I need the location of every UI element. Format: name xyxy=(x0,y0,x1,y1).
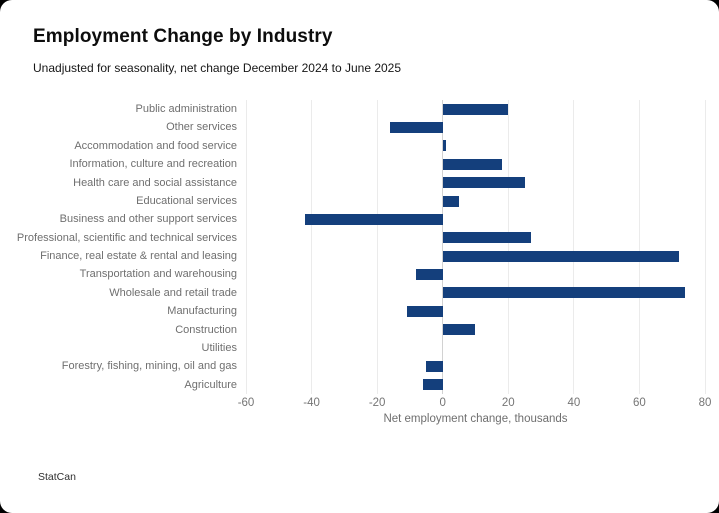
zero-gridline xyxy=(441,100,444,394)
bar-public-administration xyxy=(442,103,509,115)
bar-construction xyxy=(442,324,476,336)
chart-subtitle: Unadjusted for seasonality, net change D… xyxy=(33,61,402,75)
x-axis-tick-labels: -60 -40 -20 0 20 40 60 80 xyxy=(238,397,712,411)
x-tick-label: -20 xyxy=(368,397,386,409)
bar-educational-services xyxy=(442,195,460,207)
bar-professional-scientific-and-technical-services xyxy=(442,232,532,244)
gridline xyxy=(704,100,706,394)
gridline xyxy=(376,100,378,394)
bar-information-culture-and-recreation xyxy=(442,158,502,170)
gridline xyxy=(245,100,247,394)
category-label-professional-scientific-and-technical-services: Professional, scientific and technical s… xyxy=(16,231,237,244)
category-label-other-services: Other services xyxy=(166,121,237,134)
gridline xyxy=(638,100,640,394)
category-axis-labels: Public administration Other services Accom… xyxy=(8,100,237,394)
gridline xyxy=(311,100,313,394)
category-label-information-culture-and-recreation: Information, culture and recreation xyxy=(69,158,237,171)
category-label-transportation-and-warehousing: Transportation and warehousing xyxy=(79,268,237,281)
bar-finance-real-estate-rental-and-leasing xyxy=(442,250,679,262)
x-tick-label: -60 xyxy=(237,397,255,409)
x-tick-label: 20 xyxy=(501,397,515,409)
category-label-finance-real-estate-rental-and-leasing: Finance, real estate & rental and leasin… xyxy=(40,250,237,262)
x-tick-label: 60 xyxy=(633,397,646,409)
category-label-business-and-other-support-services: Business and other support services xyxy=(59,213,237,226)
x-tick-label: 40 xyxy=(567,397,581,409)
category-label-agriculture: Agriculture xyxy=(184,378,237,391)
category-label-construction: Construction xyxy=(175,323,237,336)
category-label-public-administration: Public administration xyxy=(135,103,238,115)
category-label-utilities: Utilities xyxy=(201,341,237,354)
category-label-wholesale-and-retail-trade: Wholesale and retail trade xyxy=(109,286,237,299)
gridline xyxy=(507,100,509,394)
bar-accommodation-and-food-service xyxy=(442,140,446,152)
x-tick-label: -40 xyxy=(303,397,320,409)
chart-title: Employment Change by Industry xyxy=(33,26,333,47)
bar-health-care-and-social-assistance xyxy=(442,177,525,189)
plot-area xyxy=(245,100,706,394)
gridline xyxy=(573,100,575,394)
category-label-educational-services: Educational services xyxy=(136,194,237,207)
source-label: StatCan xyxy=(38,471,76,483)
category-label-forestry-fishing-mining-oil-and-gas: Forestry, fishing, mining, oil and gas xyxy=(61,360,237,373)
bar-wholesale-and-retail-trade xyxy=(442,287,686,299)
bar-business-and-other-support-services xyxy=(305,213,443,225)
category-label-health-care-and-social-assistance: Health care and social assistance xyxy=(73,176,237,189)
x-axis-title: Net employment change, thousands xyxy=(383,413,568,425)
x-tick-label: 0 xyxy=(439,397,446,409)
bar-other-services xyxy=(390,122,443,134)
bar-forestry-fishing-mining-oil-and-gas xyxy=(426,360,443,372)
x-tick-label: 80 xyxy=(698,397,712,409)
bar-transportation-and-warehousing xyxy=(416,269,443,281)
bar-agriculture xyxy=(423,379,443,391)
category-label-accommodation-and-food-service: Accommodation and food service xyxy=(74,139,237,152)
bar-manufacturing xyxy=(406,305,443,317)
category-label-manufacturing: Manufacturing xyxy=(167,305,237,318)
